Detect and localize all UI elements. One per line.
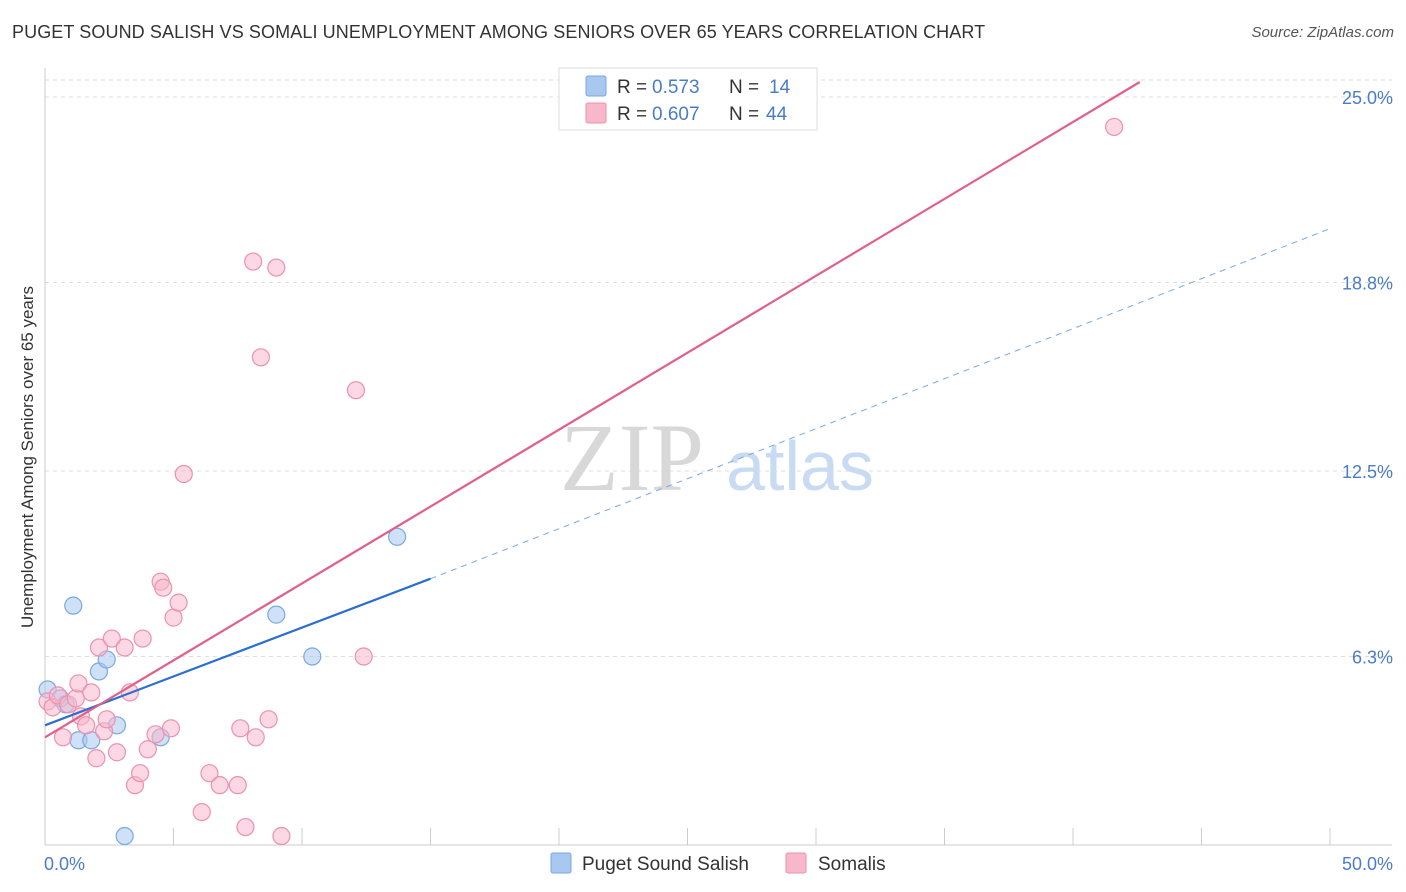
data-point-somalis-37	[251, 348, 270, 367]
data-point-somalis-11	[89, 638, 109, 657]
legend-r-label: R =	[617, 77, 647, 98]
data-point-somalis-38	[259, 710, 278, 729]
trend-line-puget-sound-salish	[44, 577, 431, 727]
data-point-somalis-35	[246, 728, 265, 747]
y-tick-label-0: 6.3%	[1352, 648, 1393, 668]
grid-lines	[45, 79, 1392, 658]
data-point-somalis-9	[82, 683, 101, 702]
legend-r-label: R =	[617, 104, 647, 125]
series-label-puget-sound-salish: Puget Sound Salish	[582, 854, 749, 875]
x-tick-label-max: 50.0%	[1342, 854, 1393, 874]
series-swatch-pink	[785, 852, 807, 874]
data-point-somalis-34	[236, 817, 255, 837]
data-point-somalis-25	[161, 719, 181, 738]
data-point-somalis-16	[115, 638, 134, 657]
data-point-somalis-8	[77, 716, 96, 735]
series-legend: Puget Sound Salish Somalis	[550, 852, 886, 875]
data-point-somalis-41	[346, 381, 366, 400]
watermark-zip: ZIP	[560, 404, 704, 511]
source-label: Source: ZipAtlas.com	[1251, 24, 1394, 41]
series-label-somalis: Somalis	[818, 854, 886, 875]
data-point-somalis-22	[146, 725, 165, 744]
data-point-somalis-3	[53, 728, 73, 747]
legend-r-value-blue: 0.573	[652, 77, 700, 98]
data-point-somalis-36	[244, 252, 263, 271]
data-point-puget-sound-salish-12	[303, 647, 322, 666]
legend-swatch-pink	[585, 102, 607, 124]
trend-line-somalis	[44, 81, 1141, 739]
y-tick-labels: 6.3% 12.5% 18.8% 25.0%	[1342, 88, 1393, 668]
chart-title: PUGET SOUND SALISH VS SOMALI UNEMPLOYMEN…	[12, 22, 986, 42]
data-point-puget-sound-salish-3	[64, 596, 83, 615]
data-point-somalis-6	[69, 674, 88, 693]
y-tick-label-3: 25.0%	[1342, 88, 1393, 108]
data-point-somalis-32	[228, 776, 247, 795]
data-point-puget-sound-salish-13	[387, 527, 407, 546]
data-points	[38, 117, 1124, 846]
data-point-somalis-20	[133, 629, 152, 648]
correlation-legend: R = 0.573 N = 14 R = 0.607 N = 44	[558, 67, 818, 131]
trend-lines	[44, 81, 1331, 739]
x-tick-label-min: 0.0%	[44, 854, 85, 874]
data-point-somalis-40	[272, 826, 291, 846]
data-point-somalis-14	[102, 629, 121, 648]
watermark: ZIP atlas	[560, 404, 874, 511]
data-point-somalis-24	[154, 578, 173, 597]
series-swatch-blue	[550, 852, 572, 874]
watermark-atlas: atlas	[726, 427, 874, 505]
y-axis-label: Unemployment Among Seniors over 65 years	[18, 286, 37, 628]
data-point-puget-sound-salish-9	[115, 826, 134, 846]
legend-n-label: N =	[729, 77, 759, 98]
data-point-somalis-15	[107, 743, 127, 762]
legend-swatch-blue	[585, 75, 607, 97]
data-point-somalis-19	[130, 764, 150, 783]
data-point-somalis-10	[87, 749, 106, 768]
data-point-somalis-42	[354, 647, 373, 666]
data-point-somalis-27	[169, 593, 188, 612]
legend-r-value-pink: 0.607	[652, 104, 700, 125]
legend-n-label: N =	[729, 104, 759, 125]
axes	[44, 68, 1392, 846]
data-point-somalis-13	[97, 710, 116, 729]
data-point-somalis-5	[66, 689, 85, 708]
legend-n-value-pink: 44	[766, 104, 788, 125]
data-point-puget-sound-salish-11	[267, 605, 286, 624]
data-point-somalis-30	[200, 764, 219, 783]
data-point-somalis-21	[138, 740, 157, 759]
y-tick-label-1: 12.5%	[1342, 462, 1393, 482]
data-point-somalis-33	[231, 719, 250, 738]
data-point-somalis-31	[210, 776, 229, 795]
data-point-somalis-28	[174, 464, 193, 484]
trend-line-puget-sound-salish-extension	[430, 228, 1331, 580]
x-tick-labels: 0.0% 50.0%	[44, 854, 1393, 874]
data-point-somalis-43	[1105, 117, 1124, 137]
data-point-somalis-39	[267, 258, 286, 277]
data-point-somalis-29	[192, 802, 211, 822]
legend-n-value-blue: 14	[769, 77, 791, 98]
y-tick-label-2: 18.8%	[1342, 274, 1393, 294]
